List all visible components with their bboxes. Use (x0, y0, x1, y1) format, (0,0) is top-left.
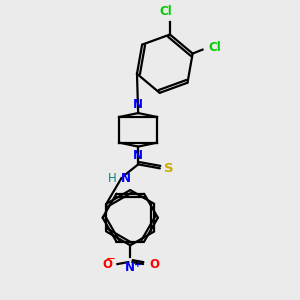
Text: N: N (125, 261, 135, 274)
Text: N: N (133, 98, 143, 111)
Text: +: + (134, 260, 142, 269)
Text: O: O (149, 258, 159, 271)
Text: H: H (108, 172, 116, 185)
Text: O: O (103, 258, 112, 271)
Text: Cl: Cl (160, 5, 172, 18)
Text: Cl: Cl (208, 41, 221, 54)
Text: S: S (164, 162, 173, 175)
Text: −: − (106, 252, 116, 265)
Text: N: N (133, 148, 143, 162)
Text: N: N (122, 172, 131, 185)
